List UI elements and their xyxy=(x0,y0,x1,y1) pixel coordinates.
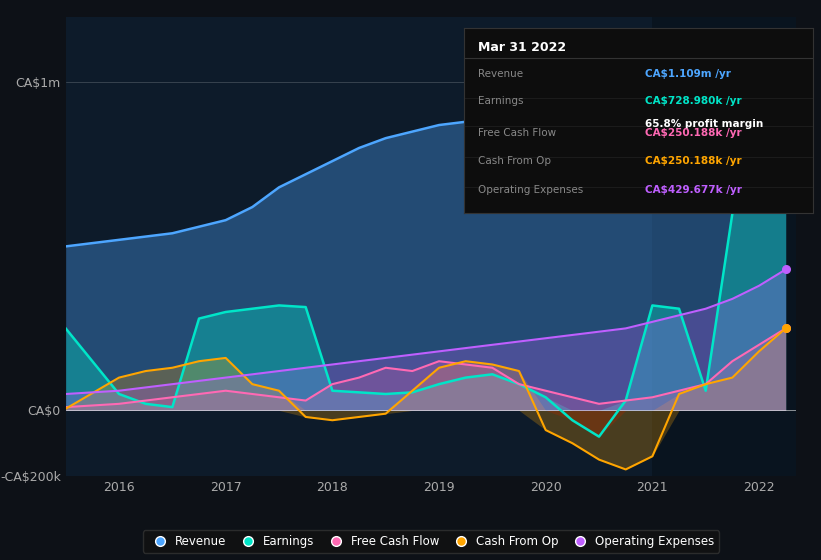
Point xyxy=(779,265,792,274)
Text: Mar 31 2022: Mar 31 2022 xyxy=(478,41,566,54)
Point xyxy=(779,167,792,176)
Text: CA$1.109m /yr: CA$1.109m /yr xyxy=(645,69,732,78)
Text: CA$728.980k /yr: CA$728.980k /yr xyxy=(645,96,742,106)
Text: Revenue: Revenue xyxy=(478,69,523,78)
Text: 65.8% profit margin: 65.8% profit margin xyxy=(645,119,764,129)
Legend: Revenue, Earnings, Free Cash Flow, Cash From Op, Operating Expenses: Revenue, Earnings, Free Cash Flow, Cash … xyxy=(143,530,719,553)
Bar xyxy=(653,17,818,476)
Point xyxy=(779,42,792,51)
Text: CA$250.188k /yr: CA$250.188k /yr xyxy=(645,156,742,166)
Point xyxy=(779,324,792,333)
Text: CA$250.188k /yr: CA$250.188k /yr xyxy=(645,128,742,138)
Text: Free Cash Flow: Free Cash Flow xyxy=(478,128,556,138)
Point xyxy=(779,324,792,333)
Text: CA$429.677k /yr: CA$429.677k /yr xyxy=(645,185,742,195)
Text: Earnings: Earnings xyxy=(478,96,523,106)
Text: Cash From Op: Cash From Op xyxy=(478,156,551,166)
Text: Operating Expenses: Operating Expenses xyxy=(478,185,583,195)
